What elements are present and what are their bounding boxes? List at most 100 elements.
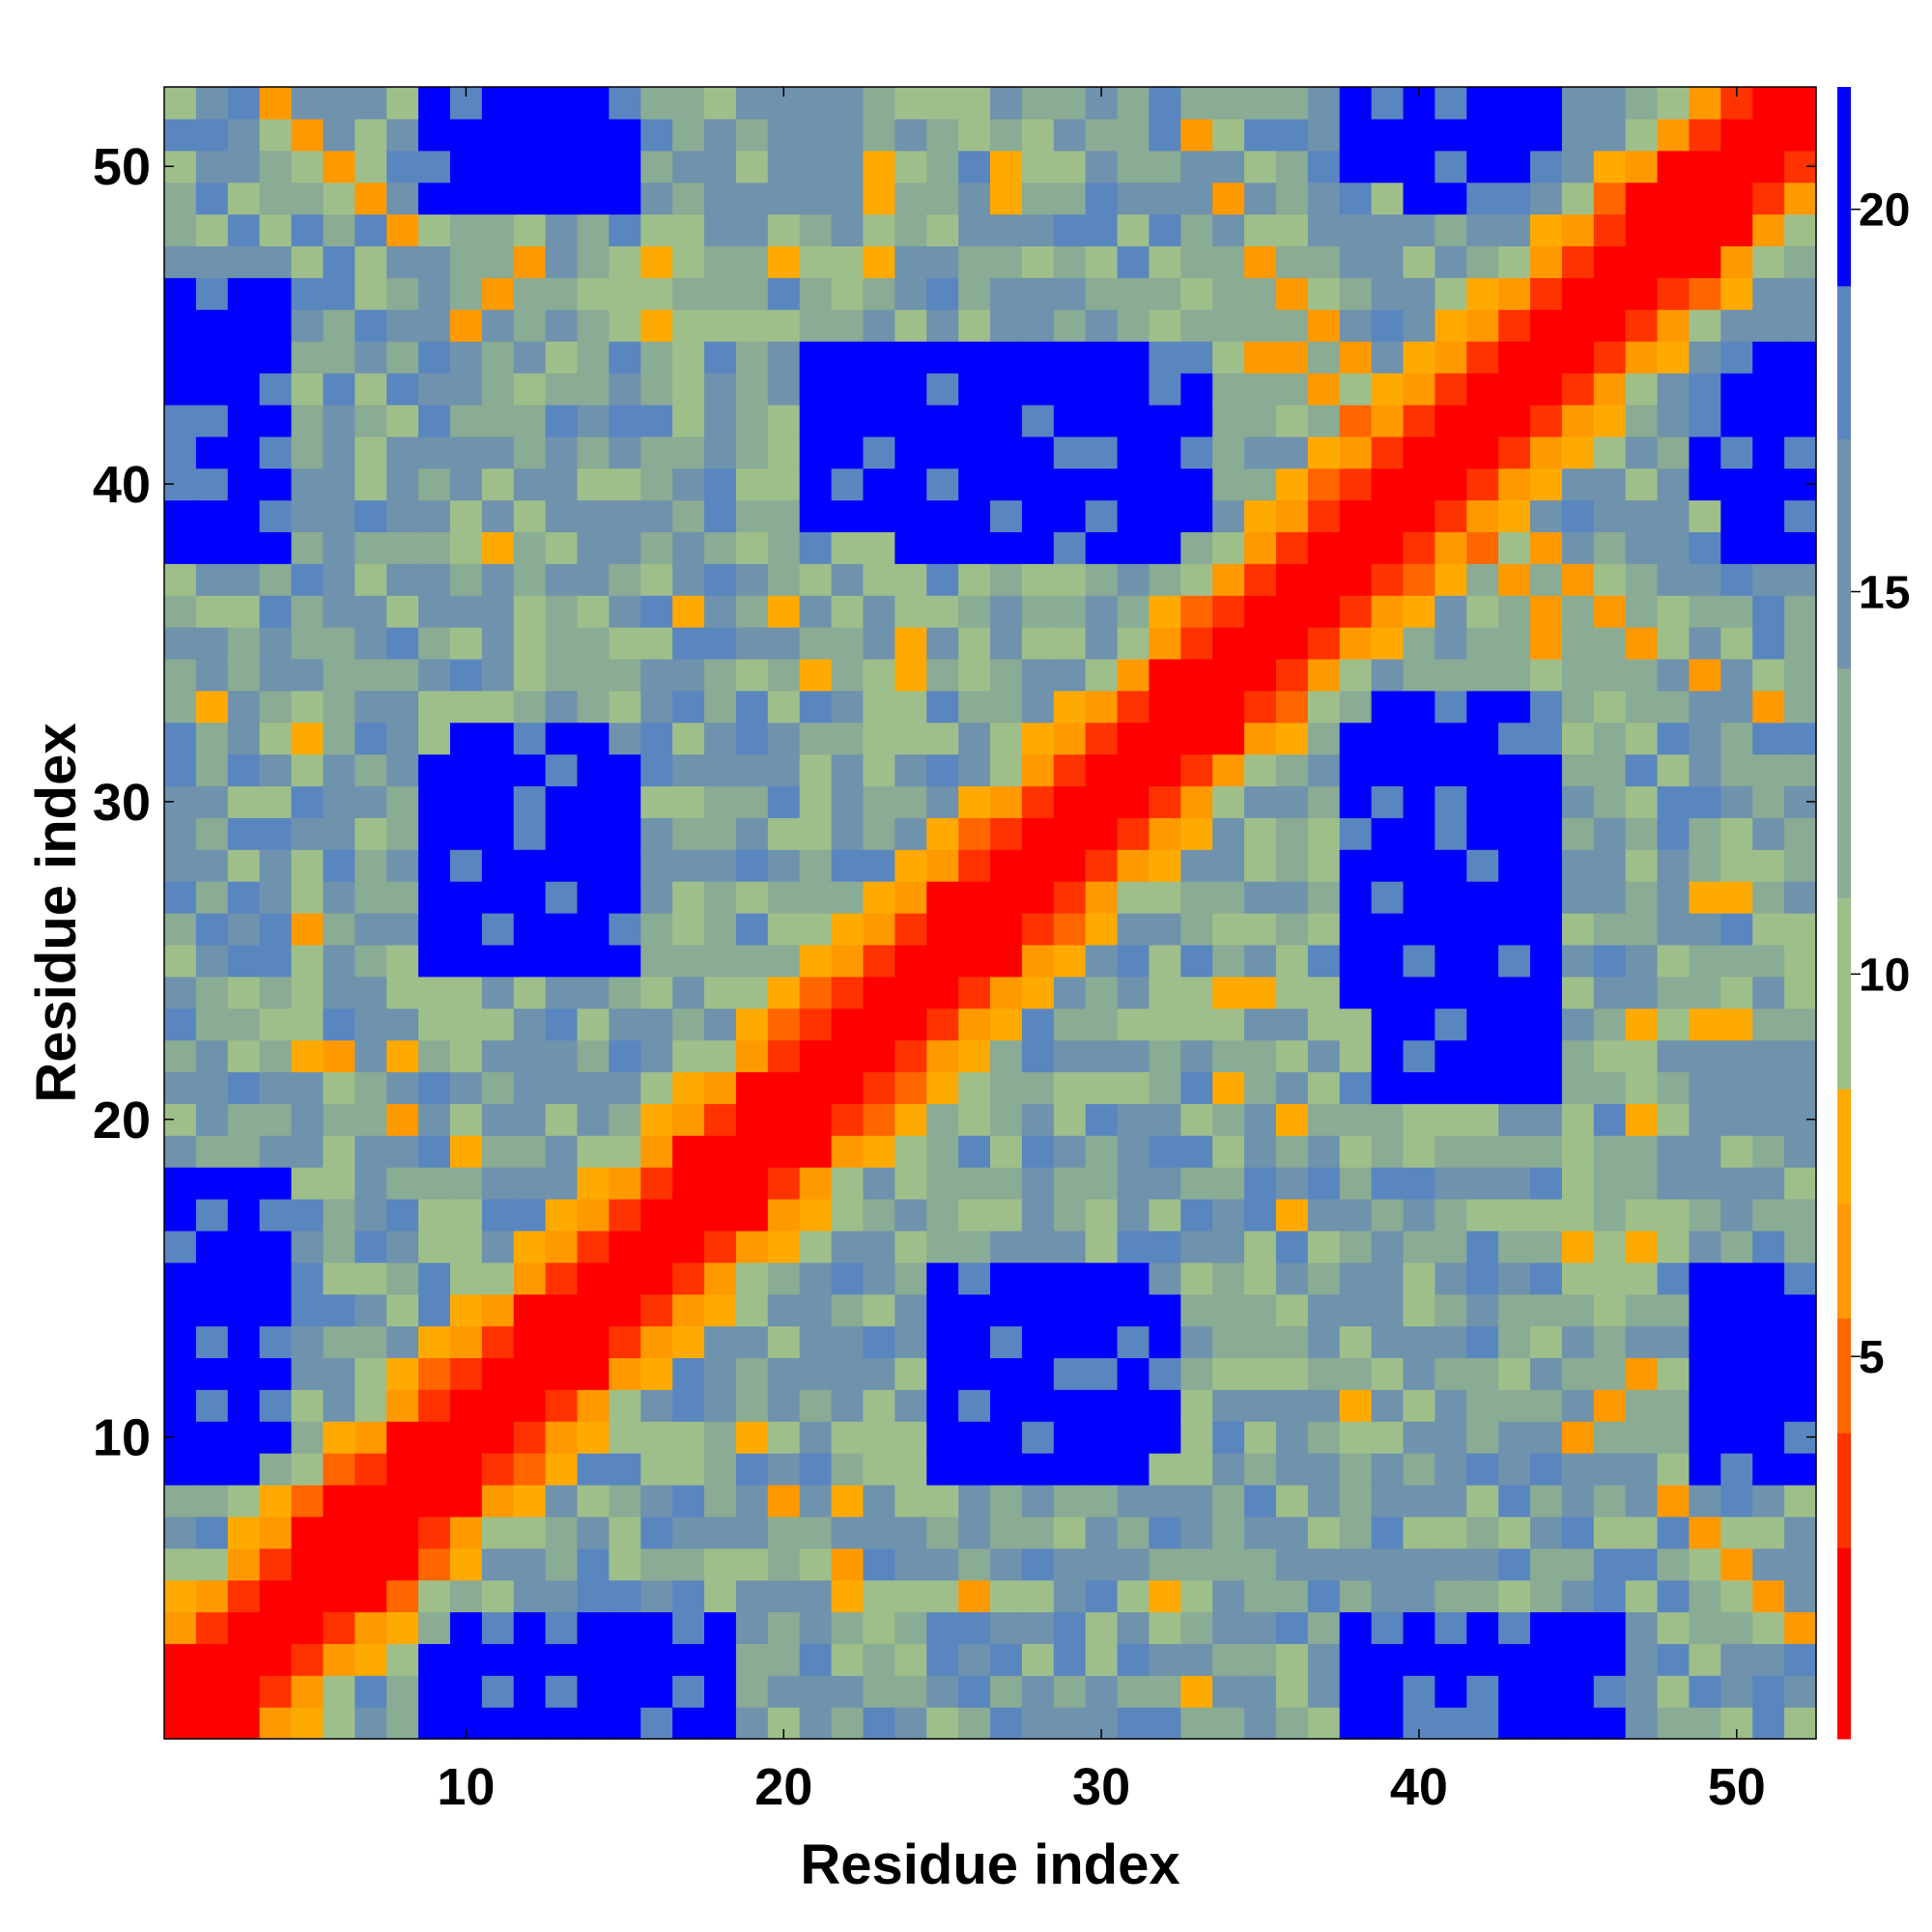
heatmap-cell [1275,722,1309,755]
heatmap-cell [1593,1548,1627,1581]
heatmap-cell [1275,785,1309,818]
heatmap-cell [418,976,451,1009]
heatmap-cell [1689,1071,1721,1104]
heatmap-cell [1657,881,1690,914]
heatmap-cell [1593,341,1627,374]
heatmap-cell [291,1039,325,1073]
heatmap-cell [958,1516,991,1549]
heatmap-cell [481,1357,515,1390]
heatmap-cell [1149,563,1181,596]
heatmap-cell [895,1008,927,1041]
heatmap-cell [831,1579,865,1613]
heatmap-cell [1625,881,1659,914]
heatmap-cell [1212,913,1245,946]
heatmap-cell [895,1643,927,1676]
heatmap-cell [672,245,705,278]
heatmap-cell [386,1675,419,1708]
heatmap-cell [577,87,610,120]
heatmap-cell [831,1293,865,1327]
heatmap-cell [545,309,579,342]
heatmap-cell [1021,1643,1055,1676]
heatmap-cell [164,118,197,152]
heatmap-cell [640,341,673,374]
heatmap-cell [449,658,483,692]
heatmap-cell [1371,1611,1405,1644]
heatmap-cell [958,595,991,628]
heatmap-cell [355,722,387,755]
heatmap-cell [958,849,991,882]
heatmap-cell [1561,1103,1595,1136]
heatmap-cell [735,1579,769,1613]
heatmap-cell [672,690,705,724]
heatmap-cell [1720,1198,1753,1232]
heatmap-cell [1307,468,1341,501]
heatmap-cell [323,1389,355,1422]
heatmap-cell [735,277,769,310]
heatmap-cell [1720,722,1753,755]
heatmap-cell [355,87,387,120]
heatmap-cell [481,87,515,120]
heatmap-cell [577,245,610,278]
heatmap-cell [895,1484,927,1518]
heatmap-cell [513,1516,547,1549]
heatmap-cell [926,182,959,215]
heatmap-cell [1435,944,1467,978]
heatmap-cell [1435,118,1467,152]
heatmap-cell [1371,468,1405,501]
heatmap-cell [640,87,673,120]
heatmap-cell [259,849,293,882]
heatmap-cell [418,150,451,184]
heatmap-cell [799,1198,833,1232]
heatmap-cell [1720,468,1753,501]
heatmap-cell [195,1421,229,1454]
heatmap-cell [990,1579,1023,1613]
heatmap-cell [1625,1389,1659,1422]
heatmap-cell [355,1421,387,1454]
heatmap-cell [1085,468,1119,501]
heatmap-cell [1784,1548,1817,1581]
heatmap-cell [164,1262,197,1295]
heatmap-cell [609,213,641,247]
heatmap-cell [1180,1103,1213,1136]
heatmap-cell [926,1071,959,1104]
colorbar-segment [1837,1548,1851,1740]
heatmap-cell [1435,1230,1467,1264]
heatmap-cell [895,182,927,215]
heatmap-cell [1435,1707,1467,1740]
heatmap-cell [323,1579,355,1613]
heatmap-cell [386,1198,419,1232]
heatmap-cell [1339,1230,1373,1264]
heatmap-cell [1593,531,1627,564]
heatmap-cell [449,277,483,310]
heatmap-cell [481,944,515,978]
heatmap-cell [449,1167,483,1200]
heatmap-cell [545,817,579,850]
heatmap-cell [1466,182,1499,215]
heatmap-cell [449,1262,483,1295]
heatmap-cell [640,1484,673,1518]
heatmap-cell [259,372,293,406]
heatmap-cell [958,1135,991,1168]
heatmap-cell [1180,753,1213,787]
heatmap-cell [1275,277,1309,310]
heatmap-cell [767,913,801,946]
heatmap-cell [323,1135,355,1168]
x-tick-label: 30 [1072,1758,1130,1816]
heatmap-cell [1657,1611,1690,1644]
heatmap-cell [1371,341,1405,374]
heatmap-cell [1085,182,1119,215]
heatmap-cell [1149,1262,1181,1295]
heatmap-cell [672,277,705,310]
heatmap-cell [1561,849,1595,882]
heatmap-cell [704,1325,737,1358]
heatmap-cell [799,1008,833,1041]
heatmap-cell [449,595,483,628]
heatmap-cell [1498,245,1531,278]
heatmap-cell [1307,913,1341,946]
heatmap-cell [1117,499,1151,532]
heatmap-cell [609,1167,641,1200]
heatmap-cell [958,1230,991,1264]
heatmap-cell [1593,1389,1627,1422]
heatmap-cell [1149,531,1181,564]
heatmap-cell [1307,1230,1341,1264]
